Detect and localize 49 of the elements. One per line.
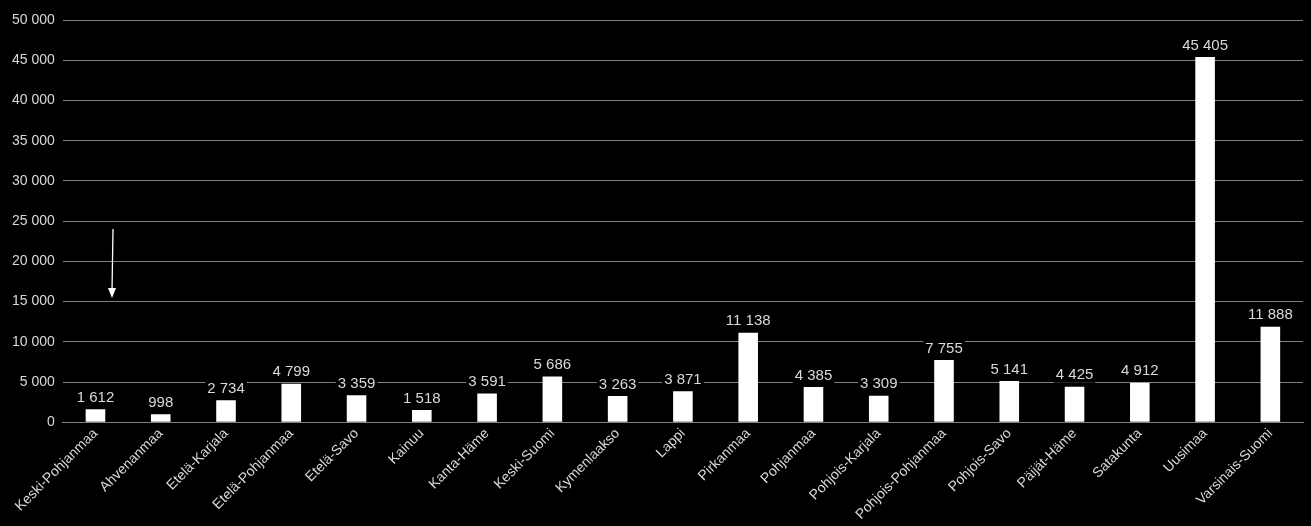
data-label: 998 (148, 392, 174, 410)
y-tick-label: 10 000 (11, 332, 56, 349)
bar (1260, 326, 1281, 422)
bar (738, 332, 758, 422)
bar (1064, 386, 1085, 422)
data-label: 45 405 (1182, 35, 1229, 53)
y-tick-label: 15 000 (11, 292, 56, 309)
data-label: 4 385 (794, 365, 833, 383)
bar (150, 414, 171, 422)
bar (673, 391, 693, 422)
data-label: 3 359 (337, 373, 376, 391)
bar (85, 409, 106, 422)
data-label: 2 734 (207, 378, 245, 396)
bar (607, 396, 628, 422)
y-tick-label: 5 000 (19, 372, 56, 389)
data-label: 1 518 (403, 388, 441, 406)
data-label: 3 309 (859, 374, 898, 392)
bar (1130, 382, 1150, 422)
bar (281, 383, 302, 422)
y-tick-label: 40 000 (11, 91, 56, 108)
y-tick-label: 20 000 (11, 252, 56, 269)
y-tick-label: 30 000 (11, 171, 56, 188)
data-label: 4 912 (1121, 361, 1159, 379)
bar (1195, 56, 1215, 422)
bar (412, 410, 432, 422)
data-label: 4 425 (1055, 365, 1094, 383)
data-label: 5 686 (533, 355, 572, 373)
y-tick-label: 0 (47, 413, 56, 430)
data-label: 5 141 (990, 359, 1029, 377)
y-tick-label: 50 000 (11, 10, 56, 27)
bar (868, 395, 889, 422)
bar (934, 359, 954, 422)
data-label: 7 755 (925, 338, 963, 356)
data-label: 4 799 (272, 362, 311, 380)
bar (999, 380, 1020, 422)
data-label: 3 591 (468, 372, 506, 390)
y-tick-label: 45 000 (11, 51, 56, 68)
data-label: 11 888 (1247, 305, 1293, 323)
y-tick-label: 35 000 (11, 131, 56, 148)
bar (346, 395, 367, 422)
data-label: 11 138 (725, 311, 771, 329)
data-label: 1 612 (76, 387, 115, 405)
data-label: 3 871 (664, 369, 702, 387)
data-label: 3 263 (598, 374, 637, 392)
y-tick-label: 25 000 (11, 212, 56, 228)
bar (542, 376, 563, 422)
bar (477, 393, 497, 422)
bar (216, 400, 236, 422)
bar (803, 386, 824, 422)
